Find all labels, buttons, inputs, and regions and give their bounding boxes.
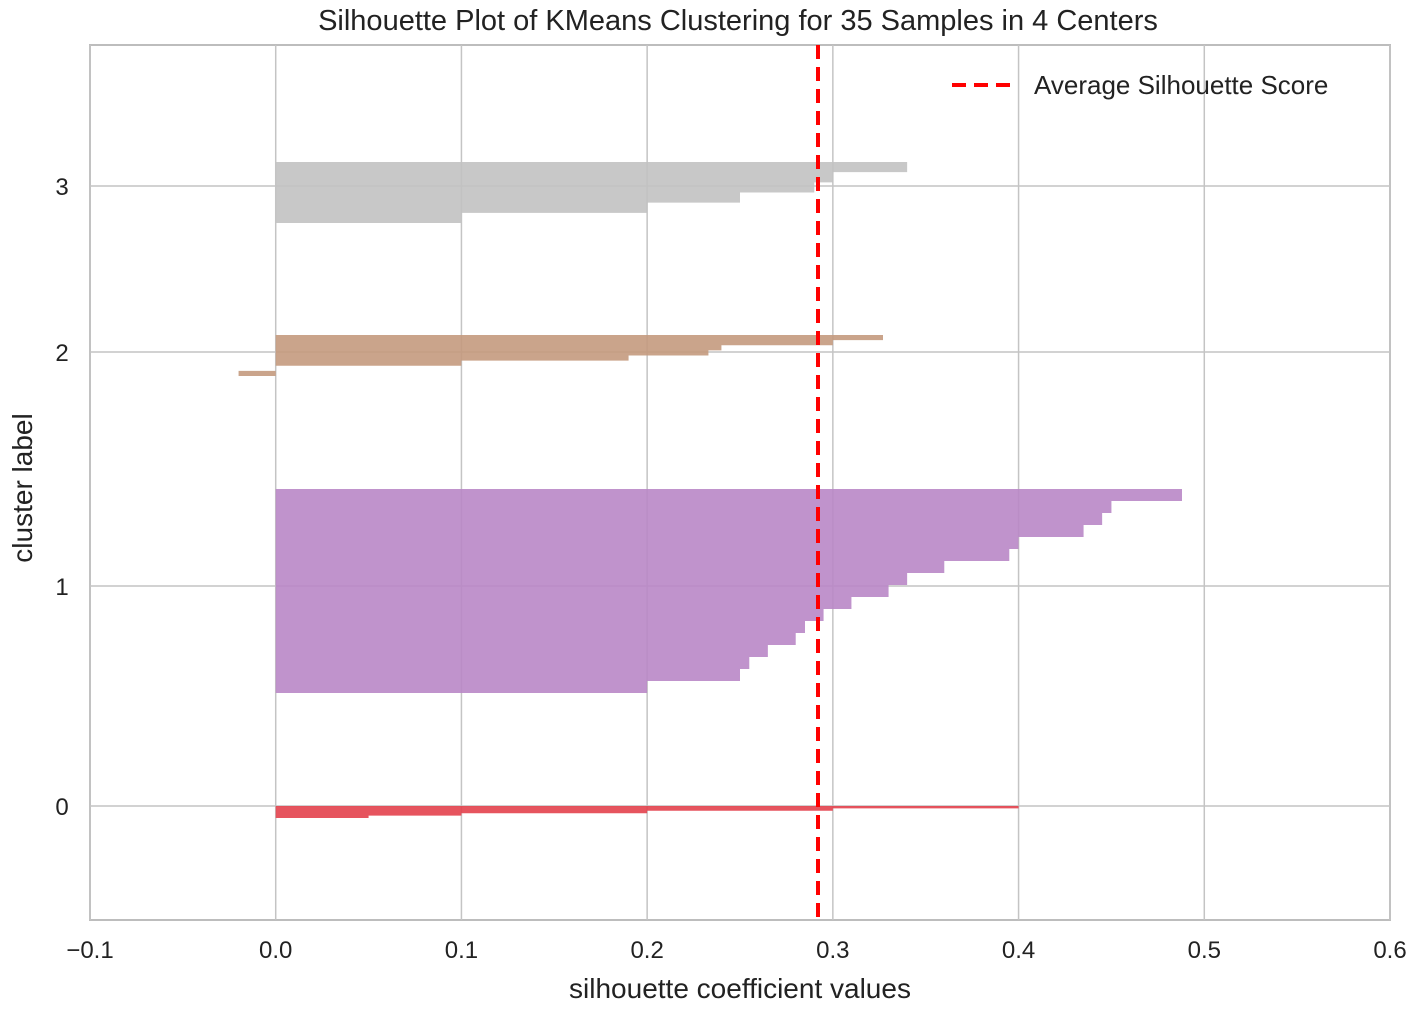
y-tick-label: 2: [55, 340, 68, 367]
cluster-2-silhouette-area: [238, 335, 884, 376]
y-tick-label: 1: [55, 574, 68, 601]
cluster-areas: [238, 162, 1182, 818]
x-tick-label: −0.1: [66, 937, 113, 964]
x-tick-label: 0.1: [445, 937, 478, 964]
chart-title: Silhouette Plot of KMeans Clustering for…: [318, 5, 1158, 37]
x-tick-label: 0.5: [1188, 937, 1221, 964]
x-tick-label: 0.4: [1002, 937, 1035, 964]
y-axis-title: cluster label: [7, 413, 38, 562]
legend: Average Silhouette Score: [952, 70, 1328, 100]
legend-label-average-score: Average Silhouette Score: [1034, 70, 1328, 100]
y-tick-label: 0: [55, 794, 68, 821]
x-tick-label: 0.2: [630, 937, 663, 964]
cluster-0-silhouette-area: [275, 806, 1019, 818]
y-axis-ticks: 0 1 2 3: [55, 174, 68, 821]
cluster-1-silhouette-area: [275, 489, 1182, 693]
x-axis-ticks: −0.1 0.0 0.1 0.2 0.3 0.4 0.5 0.6: [66, 937, 1406, 964]
x-tick-label: 0.6: [1373, 937, 1406, 964]
x-tick-label: 0.3: [816, 937, 849, 964]
y-tick-label: 3: [55, 174, 68, 201]
x-axis-title: silhouette coefficient values: [569, 973, 911, 1004]
plot-area: Average Silhouette Score: [89, 44, 1391, 921]
x-tick-label: 0.0: [259, 937, 292, 964]
cluster-3-silhouette-area: [275, 162, 908, 223]
